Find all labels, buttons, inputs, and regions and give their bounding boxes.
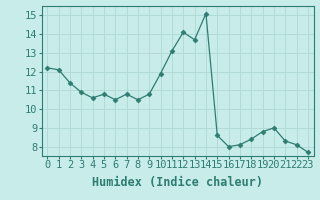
X-axis label: Humidex (Indice chaleur): Humidex (Indice chaleur) (92, 176, 263, 189)
